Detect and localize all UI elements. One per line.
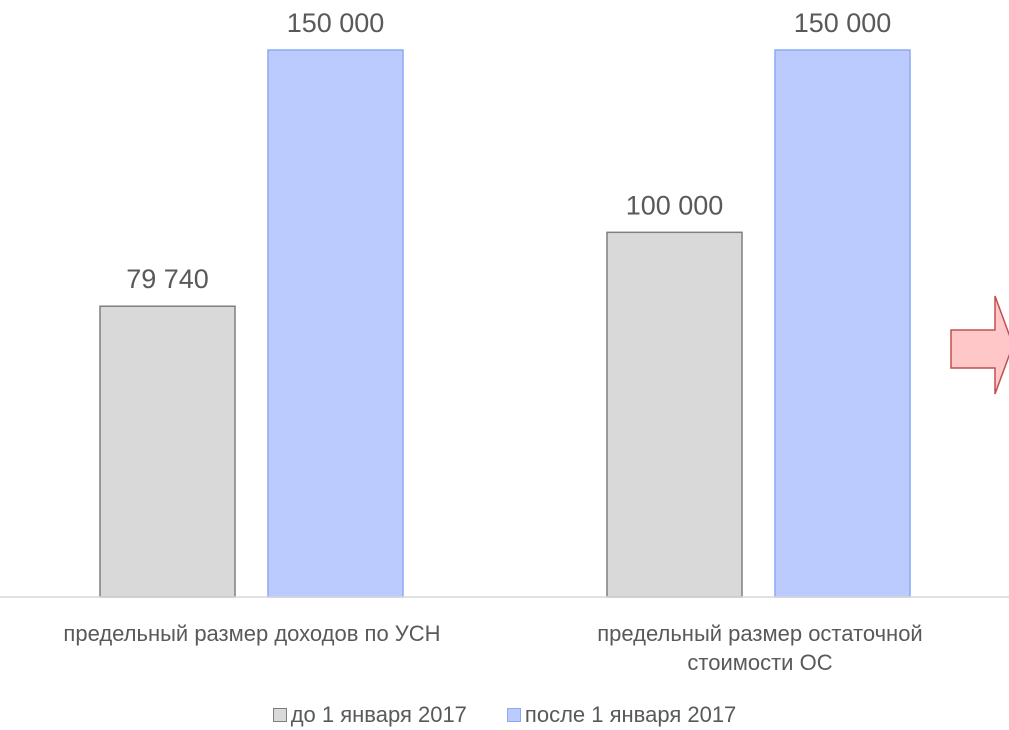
legend-label: после 1 января 2017 bbox=[524, 702, 737, 727]
legend-swatch bbox=[506, 708, 521, 722]
right-arrow-icon bbox=[950, 295, 1009, 395]
bar-series-1-cat-1 bbox=[99, 305, 236, 598]
category-label-1: предельный размер доходов по УСН bbox=[63, 621, 440, 646]
legend-item-1: до 1 января 2017 bbox=[272, 702, 467, 728]
category-label-2: предельный размер остаточной стоимости ОС bbox=[597, 621, 922, 675]
data-label-series-2-cat-1: 150 000 bbox=[287, 8, 385, 38]
data-label-series-1-cat-2: 100 000 bbox=[626, 190, 724, 220]
data-label-series-2-cat-2: 150 000 bbox=[794, 8, 892, 38]
bars-layer bbox=[99, 49, 911, 598]
category-label-line: стоимости ОС bbox=[687, 650, 832, 675]
legend-swatch bbox=[272, 708, 287, 722]
data-label-series-1-cat-1: 79 740 bbox=[126, 264, 209, 294]
legend: до 1 января 2017 после 1 января 2017 bbox=[0, 700, 1009, 730]
bar-series-2-cat-2 bbox=[774, 49, 911, 598]
category-label-line: предельный размер доходов по УСН bbox=[63, 621, 440, 646]
category-label-line: предельный размер остаточной bbox=[597, 621, 922, 646]
legend-item-2: после 1 января 2017 bbox=[506, 702, 737, 728]
bar-series-2-cat-1 bbox=[267, 49, 404, 598]
category-labels-layer: предельный размер доходов по УСН предельн… bbox=[63, 621, 922, 675]
value-labels-layer: 79 740 100 000 150 000 150 000 bbox=[126, 8, 891, 294]
bar-series-1-cat-2 bbox=[606, 231, 743, 598]
legend-label: до 1 января 2017 bbox=[290, 702, 467, 727]
